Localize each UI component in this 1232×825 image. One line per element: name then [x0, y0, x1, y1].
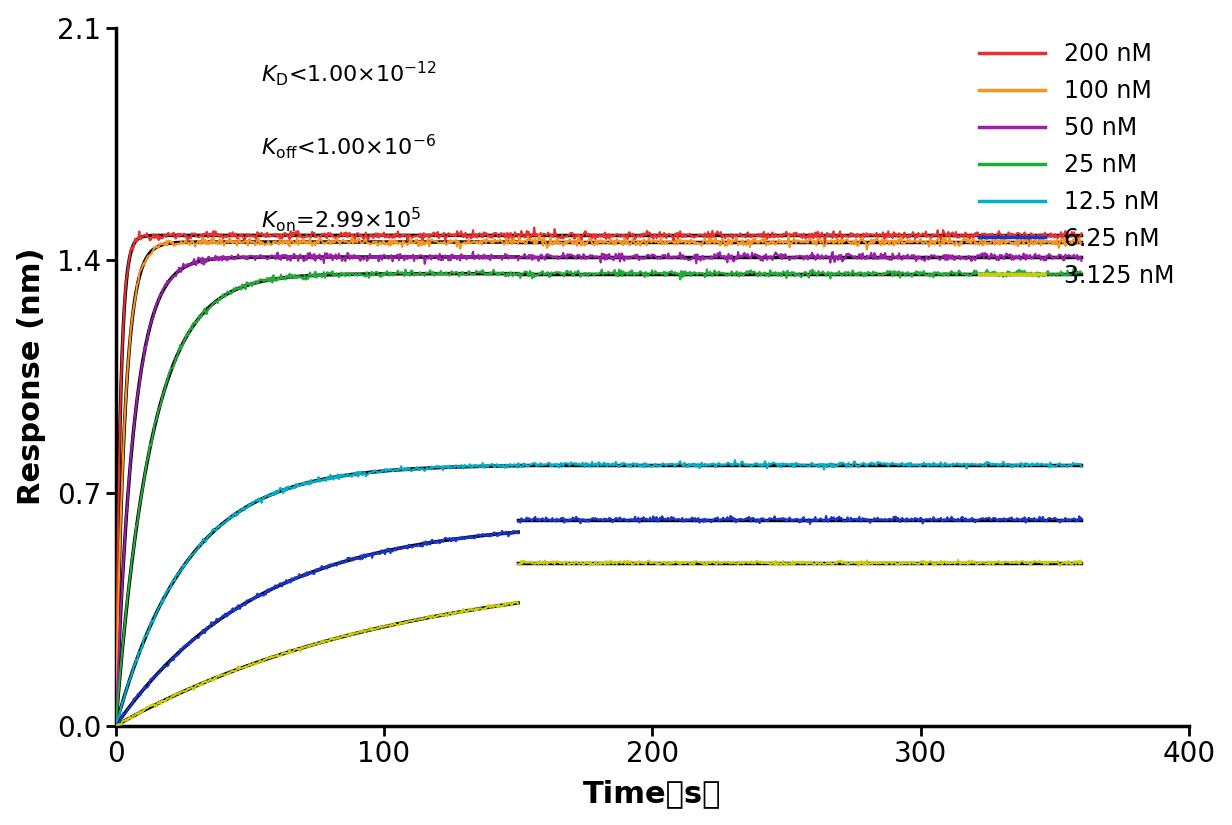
Text: $K_{\rm D}$<1.00×10$^{-12}$: $K_{\rm D}$<1.00×10$^{-12}$: [261, 59, 436, 88]
Legend: 200 nM, 100 nM, 50 nM, 25 nM, 12.5 nM, 6.25 nM, 3.125 nM: 200 nM, 100 nM, 50 nM, 25 nM, 12.5 nM, 6…: [970, 32, 1184, 297]
Text: $K_{\rm off}$<1.00×10$^{-6}$: $K_{\rm off}$<1.00×10$^{-6}$: [261, 132, 436, 161]
Text: $K_{\rm on}$=2.99×10$^{5}$: $K_{\rm on}$=2.99×10$^{5}$: [261, 205, 421, 234]
X-axis label: Time（s）: Time（s）: [583, 780, 722, 808]
Y-axis label: Response (nm): Response (nm): [17, 248, 46, 506]
